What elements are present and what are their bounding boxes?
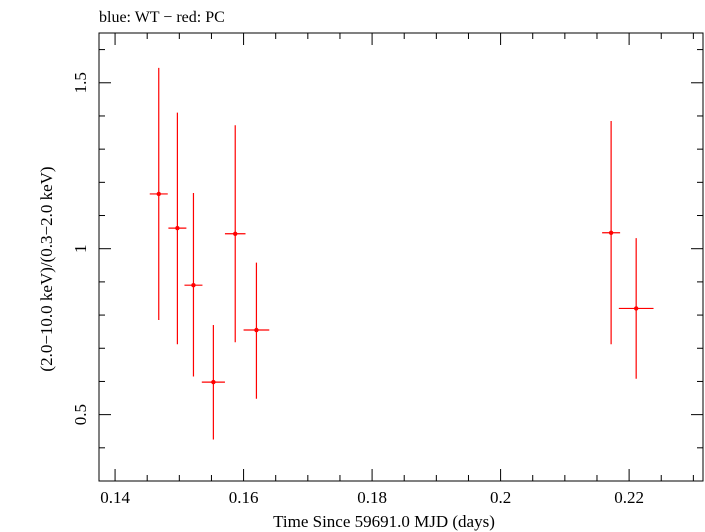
point-marker [608, 230, 614, 235]
plot-border [98, 32, 704, 482]
data-point [618, 238, 654, 379]
x-tick-label: 0.14 [100, 488, 130, 507]
point-marker [191, 283, 196, 288]
x-tick-label: 0.22 [614, 488, 644, 507]
point-marker [175, 225, 180, 231]
x-axis-label: Time Since 59691.0 MJD (days) [273, 512, 495, 531]
x-tick-label: 0.16 [229, 488, 259, 507]
data-point [184, 192, 203, 377]
y-tick-label: 1.5 [71, 72, 90, 93]
x-tick-label: 0.2 [490, 488, 511, 507]
point-marker [233, 231, 238, 236]
point-marker [254, 327, 259, 333]
y-tick-label: 0.5 [71, 404, 90, 425]
data-points [149, 67, 654, 440]
x-axis: 0.14 0.16 0.18 0.2 0.22 [100, 33, 694, 507]
x-tick-label: 0.18 [357, 488, 387, 507]
point-marker [633, 306, 639, 311]
point-marker [156, 191, 161, 197]
data-point [602, 120, 621, 345]
y-axis: 0.5 1 1.5 [71, 49, 703, 482]
point-marker [211, 379, 216, 385]
data-point [201, 325, 225, 440]
data-point [224, 125, 246, 343]
data-point [243, 262, 270, 399]
y-axis-label: (2.0−10.0 keV)/(0.3−2.0 keV) [37, 166, 56, 371]
plot-frame [98, 32, 704, 482]
y-tick-label: 1 [71, 244, 90, 253]
data-point [168, 112, 187, 345]
data-point [149, 67, 168, 321]
chart-title: blue: WT − red: PC [99, 9, 225, 26]
